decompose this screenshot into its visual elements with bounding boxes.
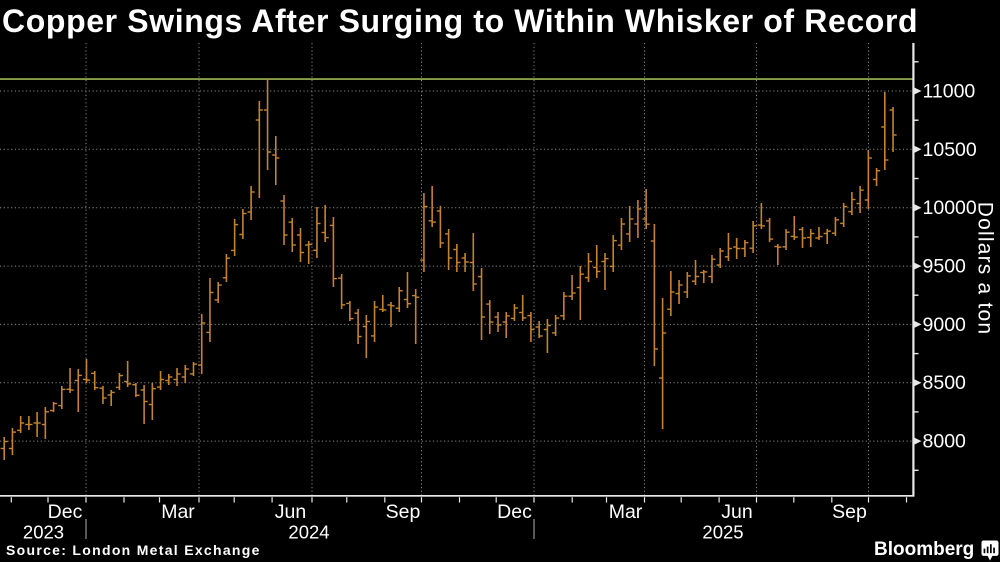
svg-text:10000: 10000	[923, 197, 977, 219]
svg-text:Jun: Jun	[275, 501, 306, 523]
svg-text:8500: 8500	[923, 372, 967, 394]
svg-text:Mar: Mar	[161, 501, 195, 523]
svg-text:9000: 9000	[923, 314, 967, 336]
svg-text:Dec: Dec	[497, 501, 532, 523]
svg-text:10500: 10500	[923, 139, 977, 161]
svg-text:Sep: Sep	[832, 501, 867, 523]
svg-text:9500: 9500	[923, 256, 967, 278]
svg-text:2025: 2025	[702, 522, 743, 543]
svg-text:2024: 2024	[288, 522, 329, 543]
svg-text:8000: 8000	[923, 431, 967, 453]
svg-text:2023: 2023	[23, 522, 64, 543]
svg-text:Dec: Dec	[48, 501, 83, 523]
svg-text:Sep: Sep	[386, 501, 421, 523]
svg-text:Mar: Mar	[609, 501, 643, 523]
svg-text:Jun: Jun	[721, 501, 752, 523]
svg-text:11000: 11000	[923, 81, 976, 103]
svg-text:Dollars a ton: Dollars a ton	[974, 202, 997, 336]
